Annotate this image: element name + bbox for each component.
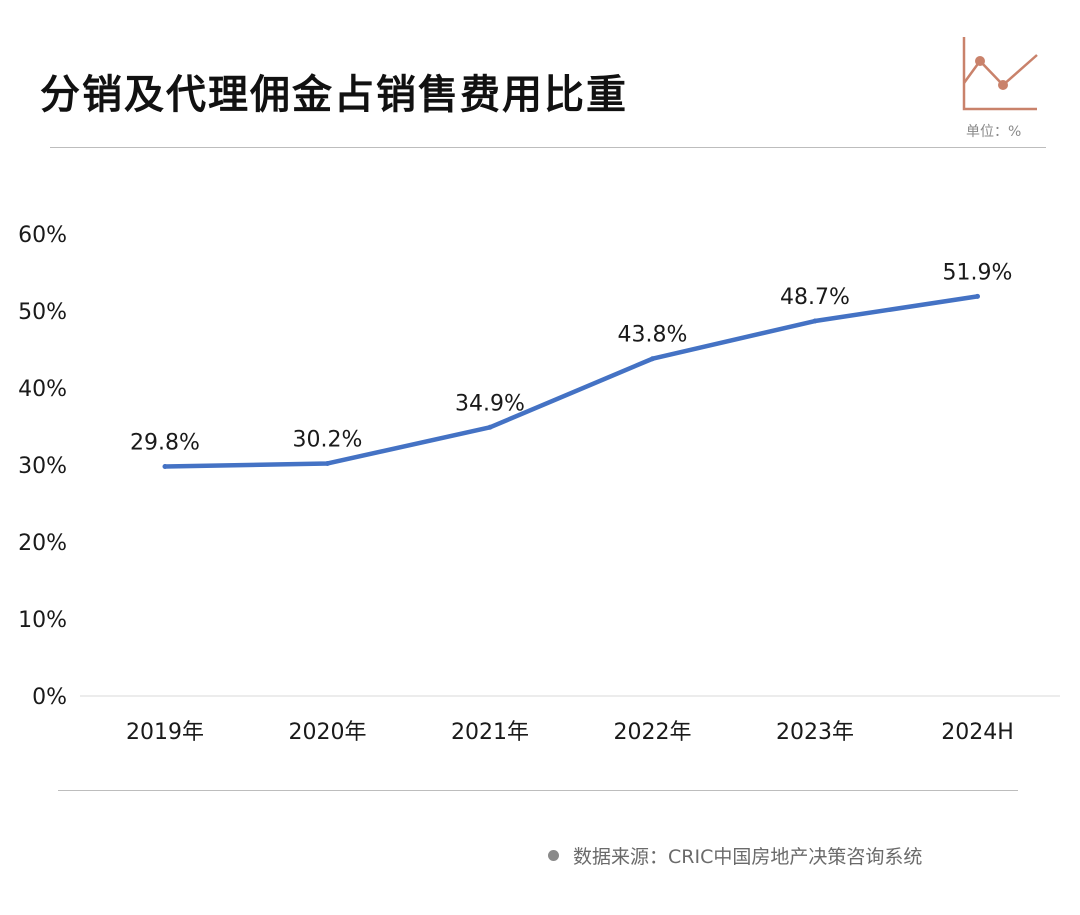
x-tick-label: 2019年 — [126, 720, 204, 745]
x-tick-label: 2022年 — [614, 720, 692, 745]
line-chart: 0% 10% 20% 30% 40% 50% 60% 2019年 2020年 2021年 2022年… — [18, 223, 1060, 745]
y-tick-label: 50% — [18, 300, 67, 325]
line-chart-icon — [962, 37, 1038, 111]
top-divider — [50, 147, 1046, 148]
data-label: 30.2% — [293, 427, 363, 452]
y-tick-label: 0% — [32, 685, 67, 710]
y-tick-label: 30% — [18, 454, 67, 479]
data-label: 34.9% — [455, 391, 525, 416]
data-point — [162, 464, 168, 470]
data-point — [325, 460, 330, 466]
data-point — [812, 318, 818, 324]
data-label: 48.7% — [780, 285, 850, 310]
data-point — [650, 356, 655, 362]
data-label: 43.8% — [618, 323, 688, 348]
chart-title: 分销及代理佣金占销售费用比重 — [40, 72, 628, 118]
y-tick-label: 60% — [18, 223, 67, 248]
data-point — [487, 424, 493, 430]
y-tick-label: 10% — [18, 608, 67, 633]
data-point — [975, 293, 980, 299]
series-line — [162, 294, 980, 469]
data-label: 29.8% — [130, 431, 200, 456]
y-tick-label: 40% — [18, 377, 67, 402]
bottom-divider — [58, 790, 1018, 791]
source-note: 数据来源：CRIC中国房地产决策咨询系统 — [548, 842, 922, 869]
unit-label: 单位：% — [966, 124, 1022, 140]
x-tick-label: 2024H — [941, 720, 1014, 745]
data-label: 51.9% — [943, 260, 1013, 285]
y-tick-label: 20% — [18, 531, 67, 556]
x-tick-label: 2020年 — [289, 720, 367, 745]
x-tick-label: 2023年 — [776, 720, 854, 745]
bullet-icon — [548, 850, 559, 861]
x-tick-label: 2021年 — [451, 720, 529, 745]
source-text: 数据来源：CRIC中国房地产决策咨询系统 — [573, 846, 923, 868]
